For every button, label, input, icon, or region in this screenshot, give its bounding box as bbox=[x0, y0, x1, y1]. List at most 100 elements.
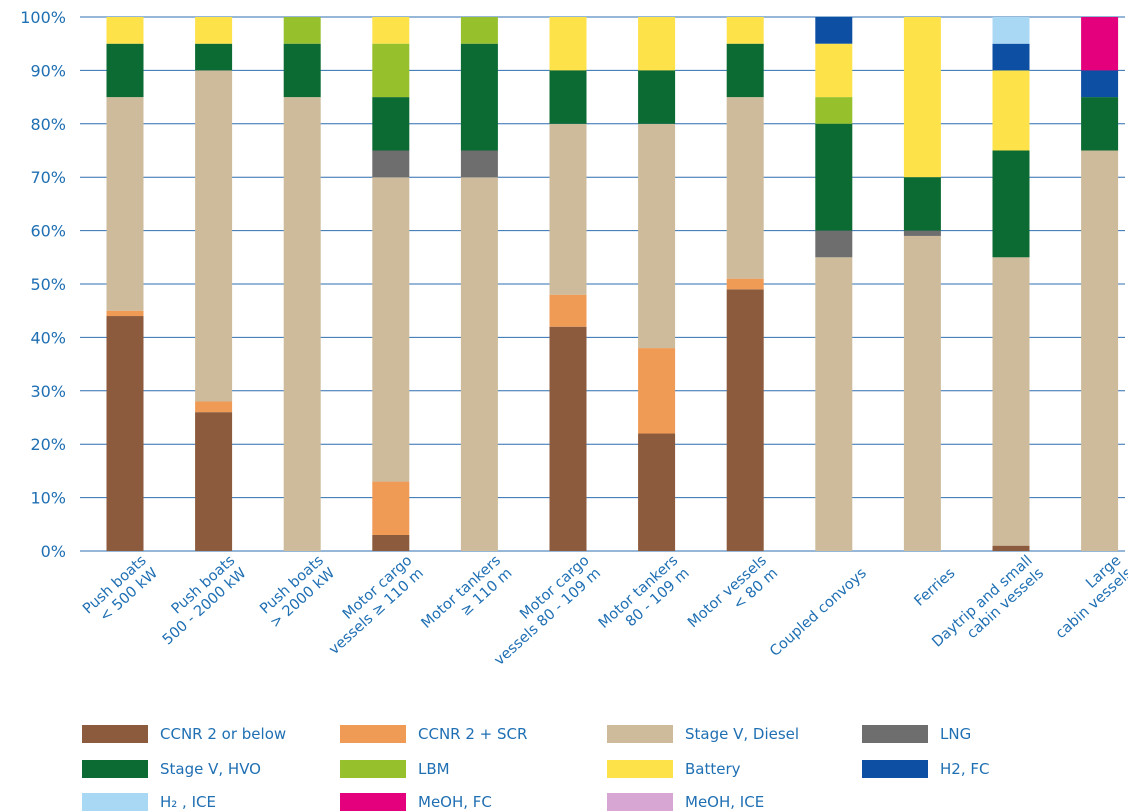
y-tick-label: 30% bbox=[30, 382, 66, 401]
bar-segment bbox=[726, 289, 764, 551]
legend-swatch bbox=[340, 725, 406, 743]
bar-segment bbox=[638, 348, 676, 434]
y-tick-label: 50% bbox=[30, 275, 66, 294]
legend-swatch bbox=[607, 793, 673, 811]
bar-segment bbox=[372, 17, 410, 44]
legend-item: H₂ , ICE bbox=[82, 792, 216, 812]
bar-segment bbox=[726, 43, 764, 98]
bar-segment bbox=[815, 43, 853, 98]
bar-segment bbox=[106, 43, 144, 98]
legend-swatch bbox=[82, 760, 148, 778]
bar-segment bbox=[992, 43, 1030, 71]
legend: CCNR 2 or below CCNR 2 + SCR Stage V, Dies… bbox=[82, 722, 1082, 812]
bar-segment bbox=[106, 97, 144, 311]
x-tick-label: Push boats> 2000 kW bbox=[257, 553, 338, 632]
legend-item: LNG bbox=[862, 724, 971, 744]
legend-label: Battery bbox=[685, 760, 741, 778]
bar-segment bbox=[372, 43, 410, 98]
bar-segment bbox=[460, 177, 498, 551]
bar-segment bbox=[1081, 17, 1119, 71]
bar-segment bbox=[549, 294, 587, 327]
bar-segment bbox=[992, 17, 1030, 44]
y-tick-label: 20% bbox=[30, 435, 66, 454]
bar-segment bbox=[992, 545, 1030, 551]
bar-segment bbox=[460, 150, 498, 178]
bar-segment bbox=[372, 481, 410, 535]
bar-segment bbox=[549, 326, 587, 551]
bar-segment bbox=[195, 43, 233, 71]
y-tick-label: 0% bbox=[41, 542, 66, 561]
bar-segment bbox=[815, 97, 853, 124]
legend-swatch bbox=[862, 760, 928, 778]
bar-segment bbox=[106, 17, 144, 44]
bar-segment bbox=[372, 177, 410, 482]
bar-segment bbox=[195, 412, 233, 551]
bar-segment bbox=[195, 401, 233, 413]
bar-segment bbox=[992, 150, 1030, 258]
bar-segment bbox=[726, 278, 764, 290]
bar-segment bbox=[549, 123, 587, 295]
bar-segment bbox=[283, 97, 321, 551]
legend-item: MeOH, FC bbox=[340, 792, 492, 812]
legend-item: LBM bbox=[340, 759, 450, 779]
y-tick-label: 100% bbox=[20, 8, 66, 27]
legend-item: CCNR 2 + SCR bbox=[340, 724, 527, 744]
bar-segment bbox=[1081, 97, 1119, 151]
bar-segment bbox=[106, 316, 144, 551]
legend-label: MeOH, ICE bbox=[685, 793, 765, 811]
legend-label: LNG bbox=[940, 725, 972, 743]
bar-segment bbox=[549, 70, 587, 124]
bar-segment bbox=[106, 310, 144, 317]
legend-swatch bbox=[340, 793, 406, 811]
bar-segment bbox=[460, 17, 498, 44]
bar-segment bbox=[638, 433, 676, 551]
bar-segment bbox=[195, 70, 233, 402]
legend-label: CCNR 2 + SCR bbox=[418, 725, 528, 743]
bar-segment bbox=[815, 123, 853, 231]
legend-item: Battery bbox=[607, 759, 741, 779]
legend-swatch bbox=[340, 760, 406, 778]
legend-label: CCNR 2 or below bbox=[160, 725, 287, 743]
bar-segment bbox=[638, 123, 676, 349]
y-tick-label: 70% bbox=[30, 168, 66, 187]
legend-item: MeOH, ICE bbox=[607, 792, 764, 812]
bar-segment bbox=[638, 17, 676, 71]
x-tick-label-line: Coupled convoys bbox=[767, 565, 870, 660]
bar-segment bbox=[815, 230, 853, 258]
bar-segment bbox=[903, 235, 941, 551]
legend-label: LBM bbox=[418, 760, 450, 778]
bar-segment bbox=[638, 70, 676, 124]
bar-segment bbox=[372, 97, 410, 151]
legend-item: Stage V, HVO bbox=[82, 759, 261, 779]
legend-item: H2, FC bbox=[862, 759, 989, 779]
bar-segment bbox=[903, 230, 941, 236]
y-tick-label: 80% bbox=[30, 115, 66, 134]
legend-label: H₂ , ICE bbox=[160, 793, 216, 811]
stacked-bar-chart: 0% 10% 20% 30% 40% 50% 60% 70% 80% 90% 100% Push bo… bbox=[20, 8, 1128, 669]
y-tick-label: 60% bbox=[30, 222, 66, 241]
legend-swatch bbox=[82, 793, 148, 811]
bar-segment bbox=[903, 17, 941, 178]
bar-segment bbox=[283, 17, 321, 44]
bar-segment bbox=[726, 17, 764, 44]
legend-swatch bbox=[607, 725, 673, 743]
bar-segment bbox=[992, 257, 1030, 546]
bar-segment bbox=[283, 43, 321, 98]
legend-label: H2, FC bbox=[940, 760, 990, 778]
x-tick-label: Push boats< 500 kW bbox=[80, 553, 161, 626]
bar-segment bbox=[992, 70, 1030, 151]
y-tick-label: 40% bbox=[30, 328, 66, 347]
legend-label: Stage V, HVO bbox=[160, 760, 261, 778]
y-tick-label: 10% bbox=[30, 489, 66, 508]
legend-label: Stage V, Diesel bbox=[685, 725, 800, 743]
bar-segment bbox=[815, 17, 853, 44]
bar-segment bbox=[195, 17, 233, 44]
bar-segment bbox=[726, 97, 764, 279]
legend-item: CCNR 2 or below bbox=[82, 724, 286, 744]
bar-segment bbox=[1081, 70, 1119, 98]
bar-segment bbox=[1081, 150, 1119, 551]
